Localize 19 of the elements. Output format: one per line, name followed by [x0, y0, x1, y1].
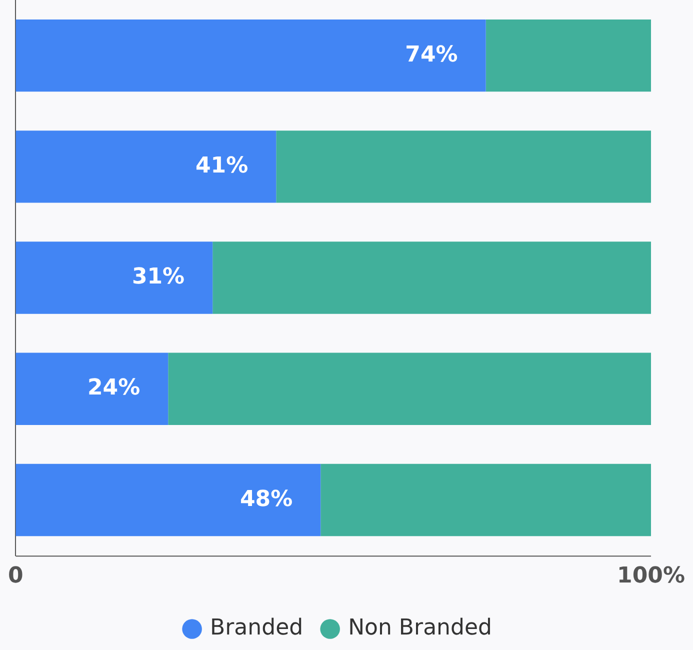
data-label: 48%	[240, 486, 293, 512]
bar	[276, 130, 652, 203]
bar	[16, 242, 213, 314]
x-tick-label: 0	[8, 564, 24, 589]
bar	[16, 19, 486, 92]
x-tick-label: 100%	[617, 564, 685, 589]
bar	[212, 242, 652, 314]
bar	[486, 19, 652, 92]
legend-label: Non Branded	[348, 616, 492, 641]
bar	[16, 130, 276, 203]
bar	[320, 464, 652, 536]
data-label: 74%	[405, 42, 458, 68]
bar	[16, 464, 321, 536]
bar	[168, 352, 652, 426]
data-label: 41%	[195, 153, 248, 178]
bar	[16, 352, 168, 426]
data-label: 31%	[132, 264, 185, 290]
data-label: 24%	[87, 376, 140, 401]
legend-label: Branded	[210, 616, 304, 641]
